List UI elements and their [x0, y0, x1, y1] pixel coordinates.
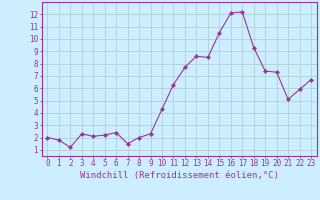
X-axis label: Windchill (Refroidissement éolien,°C): Windchill (Refroidissement éolien,°C) — [80, 171, 279, 180]
